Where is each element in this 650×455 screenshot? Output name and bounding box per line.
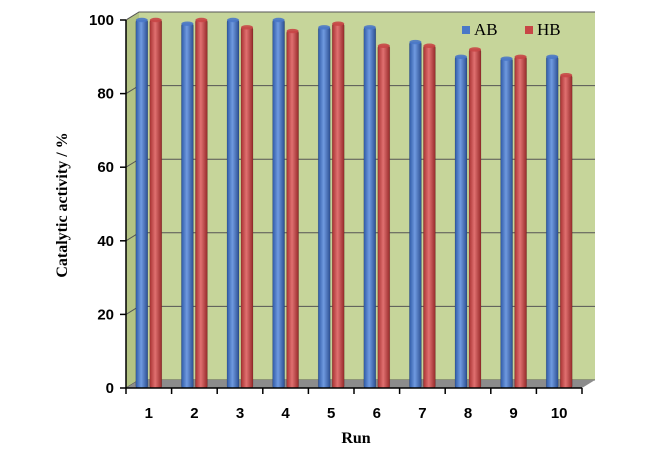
bar-top-AB-run-5 bbox=[318, 25, 331, 30]
bar-top-HB-run-1 bbox=[149, 17, 162, 23]
x-axis-label: Run bbox=[341, 430, 370, 447]
bar-top-HB-run-2 bbox=[195, 17, 208, 23]
bar-HB-run-9 bbox=[514, 56, 527, 389]
bar-HB-run-6 bbox=[377, 45, 391, 389]
legend-swatch-AB bbox=[462, 26, 470, 34]
y-tick-label: 0 bbox=[106, 380, 114, 397]
x-tick-labels: 1 2 3 4 5 6 7 8 9 10 bbox=[145, 405, 568, 422]
bar-HB-run-10 bbox=[559, 74, 573, 389]
bar-HB-run-1 bbox=[149, 19, 163, 389]
bar-HB-run-3 bbox=[240, 27, 254, 389]
bar-top-AB-run-10 bbox=[546, 54, 559, 59]
bar-top-AB-run-3 bbox=[227, 17, 239, 23]
bar-HB-run-4 bbox=[286, 30, 299, 389]
bar-AB-run-6 bbox=[363, 27, 377, 389]
bar-AB-run-3 bbox=[226, 19, 240, 389]
bar-AB-run-8 bbox=[454, 56, 468, 389]
bar-AB-run-2 bbox=[181, 23, 194, 389]
bar-top-AB-run-1 bbox=[135, 17, 148, 23]
legend-label-AB: AB bbox=[474, 20, 498, 39]
bar-top-HB-run-6 bbox=[377, 43, 390, 48]
x-tick-label: 9 bbox=[509, 405, 517, 422]
bar-top-HB-run-3 bbox=[241, 25, 253, 30]
bar-AB-run-4 bbox=[272, 19, 285, 389]
bar-AB-run-9 bbox=[500, 58, 513, 389]
y-tick-label: 40 bbox=[97, 233, 114, 250]
y-tick-label: 60 bbox=[97, 159, 114, 176]
x-tick-label: 10 bbox=[551, 405, 568, 422]
x-tick-label: 1 bbox=[145, 405, 153, 422]
bar-HB-run-8 bbox=[468, 49, 482, 389]
bar-AB-run-7 bbox=[409, 41, 422, 389]
bar-HB-run-2 bbox=[195, 19, 208, 389]
bar-HB-run-7 bbox=[423, 45, 436, 389]
bar-AB-run-1 bbox=[135, 19, 149, 389]
y-axis-label: Catalytic activity / % bbox=[54, 132, 71, 277]
bar-top-HB-run-4 bbox=[286, 28, 299, 34]
x-tick-label: 2 bbox=[190, 405, 198, 422]
bar-AB-run-5 bbox=[317, 27, 331, 389]
bar-top-AB-run-6 bbox=[363, 25, 376, 30]
bar-series bbox=[135, 17, 573, 389]
y-tick-label: 80 bbox=[97, 86, 114, 103]
legend-label-HB: HB bbox=[537, 20, 561, 39]
bar-top-HB-run-10 bbox=[560, 73, 573, 78]
y-tick-label: 100 bbox=[89, 12, 114, 29]
x-tick-label: 5 bbox=[327, 405, 335, 422]
bar-top-HB-run-9 bbox=[514, 54, 527, 59]
x-tick-label: 4 bbox=[281, 405, 290, 422]
x-tick-label: 8 bbox=[464, 405, 472, 422]
y-tick-labels: 0 20 40 60 80 100 bbox=[89, 12, 114, 397]
legend-swatch-HB bbox=[525, 26, 533, 34]
bar-top-HB-run-8 bbox=[469, 47, 481, 52]
x-tick-label: 7 bbox=[418, 405, 426, 422]
bar-top-AB-run-8 bbox=[455, 54, 467, 59]
y-tick-label: 20 bbox=[97, 306, 114, 323]
bar-top-AB-run-2 bbox=[181, 21, 194, 26]
bar-top-AB-run-9 bbox=[500, 56, 513, 61]
legend: AB HB bbox=[462, 20, 561, 39]
bar-top-AB-run-7 bbox=[409, 39, 422, 45]
bar-AB-run-10 bbox=[545, 56, 559, 389]
grid-line bbox=[125, 11, 595, 21]
bar-HB-run-5 bbox=[331, 23, 345, 389]
x-tick-label: 3 bbox=[236, 405, 244, 422]
axes bbox=[120, 19, 583, 394]
bar-top-HB-run-7 bbox=[423, 43, 436, 48]
bar-top-HB-run-5 bbox=[332, 21, 345, 26]
bar-top-AB-run-4 bbox=[272, 17, 285, 23]
side-wall bbox=[126, 12, 139, 388]
x-tick-label: 6 bbox=[373, 405, 381, 422]
